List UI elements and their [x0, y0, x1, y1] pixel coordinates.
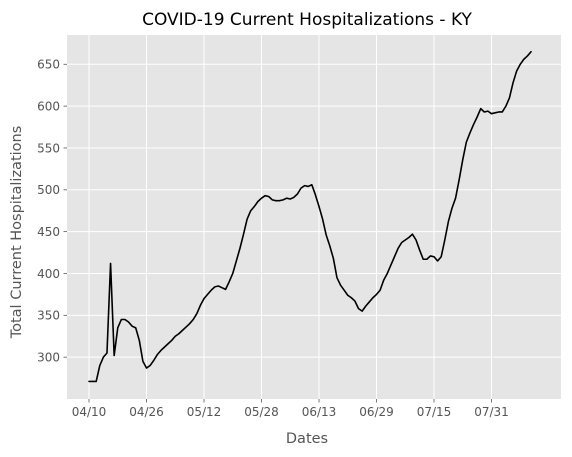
x-tick-label-06-29: 06/29 [359, 405, 394, 419]
y-tick-label-400: 400 [37, 267, 60, 281]
y-axis-label: Total Current Hospitalizations [9, 126, 25, 340]
x-tick-label-04-26: 04/26 [129, 405, 164, 419]
y-tick-labels: 300 350 400 450 500 550 600 650 [37, 58, 67, 364]
y-tick-label-650: 650 [37, 58, 60, 72]
grid-lines [67, 35, 561, 399]
x-tick-label-05-12: 05/12 [187, 405, 222, 419]
x-tick-label-06-13: 06/13 [302, 405, 337, 419]
y-tick-label-550: 550 [37, 141, 60, 155]
x-tick-label-07-15: 07/15 [417, 405, 452, 419]
x-tick-labels: 04/10 04/26 05/12 05/28 06/13 06/29 07/15 07/31 [72, 399, 509, 419]
data-series [88, 50, 532, 383]
x-axis-label: Dates [286, 431, 328, 447]
y-tick-label-600: 600 [37, 99, 60, 113]
y-tick-label-500: 500 [37, 183, 60, 197]
x-tick-label-04-10: 04/10 [72, 405, 107, 419]
y-tick-label-450: 450 [37, 225, 60, 239]
chart-title: COVID-19 Current Hospitalizations - KY [142, 10, 472, 30]
plot-area [67, 35, 561, 399]
x-tick-label-05-28: 05/28 [244, 405, 279, 419]
y-tick-label-300: 300 [37, 350, 60, 364]
series-line-hospitalizations [88, 50, 532, 383]
y-tick-label-350: 350 [37, 309, 60, 323]
x-tick-label-07-31: 07/31 [474, 405, 509, 419]
